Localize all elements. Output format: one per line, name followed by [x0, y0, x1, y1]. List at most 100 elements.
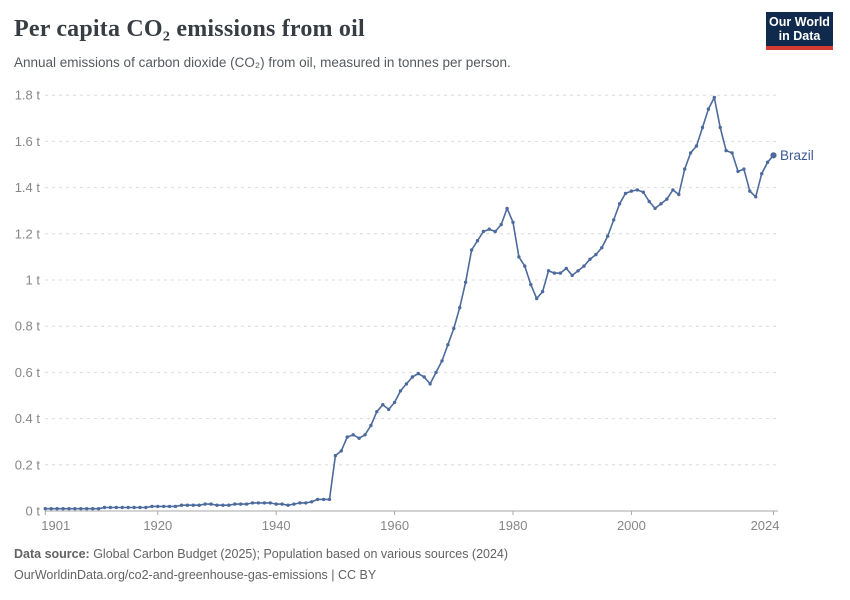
data-point [765, 160, 770, 164]
data-point [286, 503, 290, 507]
data-point [748, 189, 752, 193]
data-point [546, 269, 551, 273]
data-point [138, 505, 142, 510]
x-tick-label: 2000 [617, 518, 646, 533]
page-title: Per capita CO₂ emissions from oil [14, 16, 365, 42]
data-point [398, 389, 403, 393]
data-point [523, 264, 527, 268]
y-tick-label: 1.2 t [15, 226, 41, 241]
series-points [43, 95, 776, 511]
data-point [108, 505, 113, 510]
data-point [85, 507, 89, 511]
data-point [665, 197, 669, 201]
data-point [304, 501, 308, 505]
data-point [268, 501, 272, 505]
owid-logo: Our World in Data [766, 12, 833, 50]
data-point [505, 206, 509, 211]
entity-label-brazil[interactable]: Brazil [780, 148, 814, 163]
data-point [132, 505, 136, 510]
data-point [718, 125, 722, 130]
data-point [475, 239, 480, 243]
data-point [760, 172, 764, 176]
data-point [333, 453, 338, 458]
owid-logo-line1: Our World [769, 15, 830, 29]
data-point [239, 502, 243, 506]
x-tick-label: 1901 [41, 518, 70, 533]
data-point [564, 266, 568, 271]
data-point [428, 382, 432, 386]
data-point [156, 504, 160, 509]
data-point [659, 202, 663, 206]
data-point [233, 502, 237, 506]
data-point [298, 501, 302, 505]
data-source-line: Data source: Global Carbon Budget (2025)… [14, 544, 508, 565]
data-point [416, 371, 420, 376]
data-point [49, 507, 53, 511]
data-point [517, 255, 521, 259]
data-point [179, 503, 184, 507]
data-point [73, 507, 77, 511]
data-point [742, 167, 746, 171]
x-tick-label: 2024 [751, 518, 780, 533]
data-point [310, 500, 314, 504]
data-point [552, 271, 557, 275]
data-point [387, 407, 391, 412]
data-point [487, 227, 491, 231]
data-point [227, 503, 231, 507]
data-point [327, 497, 332, 502]
data-point [144, 505, 148, 510]
data-point [606, 234, 610, 238]
data-point [357, 436, 361, 440]
data-point [162, 504, 166, 509]
data-point [185, 503, 190, 507]
data-point [197, 503, 201, 507]
data-point [126, 505, 130, 510]
license-line: OurWorldinData.org/co2-and-greenhouse-ga… [14, 568, 377, 582]
data-point [671, 188, 675, 192]
data-point [499, 222, 503, 227]
data-point [55, 507, 59, 511]
x-tick-label: 1960 [380, 518, 409, 533]
owid-logo-line2: in Data [778, 29, 821, 43]
data-point [700, 125, 705, 130]
x-tick-label: 1980 [499, 518, 528, 533]
data-source-text: Global Carbon Budget (2025); Population … [89, 547, 509, 561]
data-point [736, 169, 740, 174]
data-point [730, 151, 734, 155]
data-point [381, 403, 385, 407]
data-point [114, 505, 119, 510]
data-point [535, 296, 539, 301]
data-point [274, 502, 278, 506]
data-point [244, 502, 249, 506]
data-point [594, 252, 598, 257]
series-line-brazil[interactable] [45, 96, 775, 510]
data-point [540, 289, 545, 294]
data-point [712, 95, 716, 100]
data-point [91, 507, 95, 511]
data-point [641, 190, 645, 194]
x-tick-label: 1920 [143, 518, 172, 533]
data-point [173, 504, 178, 509]
data-point [440, 359, 444, 363]
data-point [256, 501, 261, 505]
data-point [167, 504, 172, 509]
data-point [120, 505, 125, 510]
axes [44, 510, 778, 515]
data-point [215, 503, 219, 507]
data-source-label: Data source: [14, 547, 90, 561]
y-tick-label: 0.6 t [15, 365, 41, 380]
data-point [511, 220, 515, 224]
data-point [363, 433, 367, 437]
axis-labels: 0 t 0.2 t 0.4 t 0.6 t 0.8 t 1 t 1.2 t 1.4 t 1.6 … [15, 88, 780, 533]
x-tick-label: 1940 [262, 518, 291, 533]
data-point [61, 507, 65, 511]
data-point [612, 218, 616, 222]
gridlines [45, 94, 778, 466]
data-point [392, 400, 397, 405]
y-tick-label: 1.4 t [15, 180, 41, 195]
data-point [339, 449, 343, 453]
data-point [422, 375, 426, 379]
y-tick-label: 0.8 t [15, 319, 41, 334]
data-point [677, 192, 681, 197]
